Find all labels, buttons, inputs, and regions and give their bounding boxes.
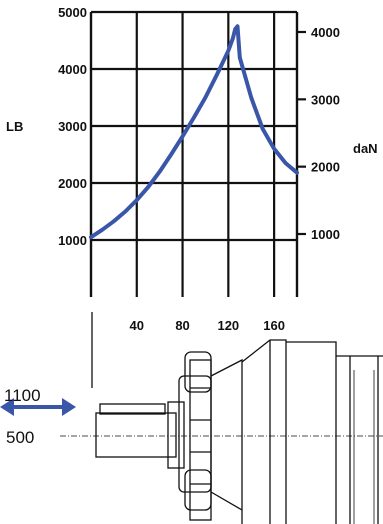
left-tick-label: 4000 [58,62,87,77]
right-tick-label: 2000 [311,160,340,175]
right-axis-label: daN [353,141,378,156]
left-tick-label: 1000 [58,233,87,248]
callout-top: 1100 [4,386,41,405]
component-drawing [91,312,383,524]
right-tick-label: 4000 [311,25,340,40]
chart-grid [91,10,297,297]
x-tick-label: 80 [175,318,189,333]
left-tick-label: 5000 [58,5,87,20]
chart-ticks: 1000 2000 3000 4000 5000 40 80 120 160 1000 2000 30… [58,5,340,333]
force-arrow-icon [0,398,76,416]
x-tick-label: 160 [263,318,285,333]
right-tick-label: 1000 [311,227,340,242]
series-line [89,24,299,240]
callout-bottom: 500 [6,428,34,447]
left-tick-label: 2000 [58,176,87,191]
x-tick-label: 120 [217,318,239,333]
left-axis-label: LB [6,119,23,134]
right-tick-label: 3000 [311,92,340,107]
chart-axes [89,12,306,297]
left-tick-label: 3000 [58,119,87,134]
x-tick-label: 40 [130,318,144,333]
